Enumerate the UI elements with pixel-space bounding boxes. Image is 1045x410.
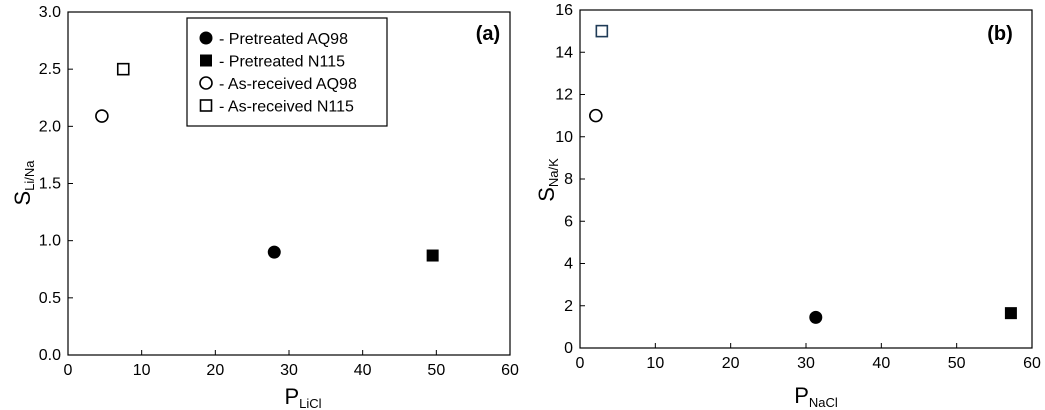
- y-tick-label: 6: [564, 213, 573, 230]
- y-tick-label: 16: [555, 2, 573, 19]
- x-tick-label: 50: [427, 362, 445, 379]
- data-point-filled-circle: [267, 245, 281, 259]
- y-tick-label: 3.0: [39, 4, 61, 21]
- y-tick-label: 2.5: [39, 61, 61, 78]
- y-tick-label: 12: [555, 87, 573, 104]
- x-tick-label: 20: [206, 362, 224, 379]
- y-tick-label: 8: [564, 171, 573, 188]
- chart-panel-a: 0 10 20 30 40 50 60 0.0 0.5 1.0 1.5 2.0 2.5 3.0 PLiCl S…: [10, 4, 519, 410]
- data-point-open-circle: [589, 108, 603, 123]
- y-tick-label: 14: [555, 44, 573, 61]
- x-tick-label: 60: [501, 362, 519, 379]
- y-tick-label: 2.0: [39, 118, 61, 135]
- legend-box: [186, 17, 388, 127]
- legend-marker-open-square: [199, 99, 213, 112]
- data-point-filled-square: [1004, 307, 1017, 320]
- legend-entry-label: - As-received AQ98: [219, 76, 357, 93]
- data-point-filled-circle: [809, 310, 823, 324]
- data-point-filled-square: [426, 249, 439, 262]
- data-point-open-square: [595, 24, 609, 38]
- data-point-open-circle: [95, 109, 109, 123]
- y-tick-label: 0.0: [39, 347, 61, 364]
- legend-entry-label: - Pretreated AQ98: [219, 31, 348, 48]
- y-tick-label: 0: [564, 340, 573, 357]
- y-tick-label: 0.5: [39, 290, 61, 307]
- x-axis-label-main: P: [794, 383, 809, 408]
- legend-entry-label: - As-received N115: [219, 99, 354, 116]
- y-tick-label: 2: [564, 298, 573, 315]
- data-point-open-square: [116, 62, 130, 76]
- y-tick-label: 1.0: [39, 233, 61, 250]
- x-tick-label: 0: [64, 362, 73, 379]
- x-axis-label-main: P: [284, 384, 299, 409]
- legend-marker-filled-square: [200, 54, 212, 67]
- legend-entry-label: - Pretreated N115: [219, 54, 345, 71]
- x-axis-label-sub: NaCl: [809, 395, 838, 410]
- chart-panel-b: 0 10 20 30 40 50 60 0 2 4 6 8 10 12 14 16 PNaCl SNa/K (b): [534, 2, 1041, 410]
- x-tick-label: 60: [1023, 355, 1041, 372]
- y-axis-label: SNa/K: [534, 158, 561, 202]
- x-tick-label: 20: [722, 355, 740, 372]
- x-tick-label: 30: [797, 355, 815, 372]
- x-axis-label: PLiCl: [284, 384, 321, 410]
- y-axis-label: SLi/Na: [10, 160, 37, 206]
- plot-frame: [579, 9, 1033, 349]
- y-tick-label: 4: [564, 256, 573, 273]
- y-axis-label-main: S: [10, 191, 35, 206]
- panel-label: (b): [987, 23, 1013, 45]
- y-tick-label: 1.5: [39, 176, 61, 193]
- x-tick-label: 40: [872, 355, 890, 372]
- legend: - Pretreated AQ98 - Pretreated N115 - As-r…: [186, 17, 388, 127]
- panel-label: (a): [476, 23, 500, 45]
- y-axis-label-sub: Na/K: [546, 158, 561, 187]
- x-tick-label: 10: [133, 362, 151, 379]
- y-tick-label: 10: [555, 129, 573, 146]
- y-axis-label-main: S: [534, 187, 559, 202]
- legend-marker-filled-circle: [199, 31, 213, 45]
- x-tick-label: 0: [576, 355, 585, 372]
- x-axis-label: PNaCl: [794, 383, 838, 410]
- x-tick-label: 50: [948, 355, 966, 372]
- legend-marker-open-circle: [199, 76, 213, 90]
- x-tick-label: 40: [354, 362, 372, 379]
- y-axis-label-sub: Li/Na: [22, 160, 37, 191]
- x-tick-label: 30: [280, 362, 298, 379]
- x-tick-label: 10: [646, 355, 664, 372]
- x-axis-label-sub: LiCl: [299, 396, 322, 410]
